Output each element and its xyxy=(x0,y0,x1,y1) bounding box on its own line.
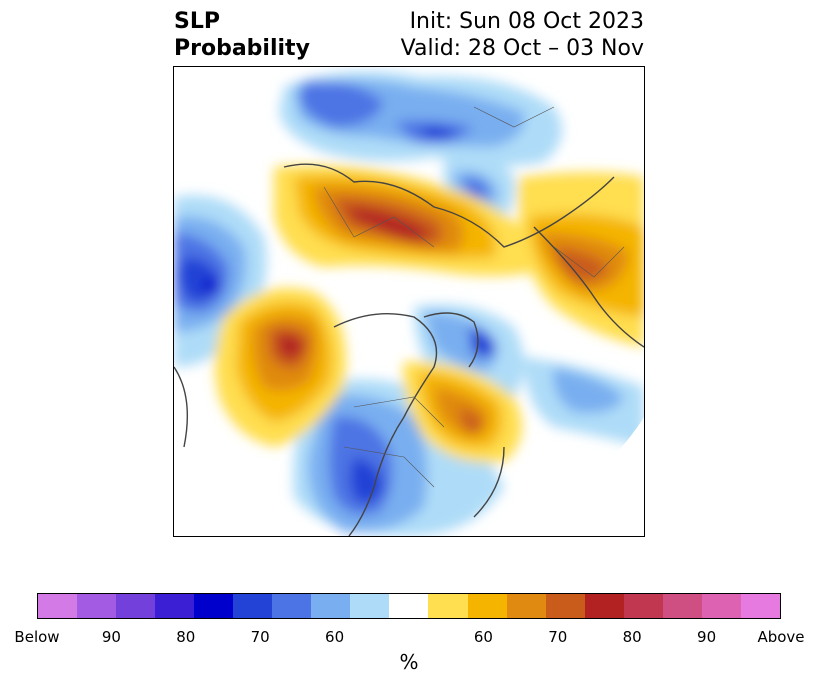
colorbar-tick-label: 60 xyxy=(325,628,345,646)
colorbar-segment xyxy=(38,594,78,618)
colorbar-segment xyxy=(233,594,273,618)
init-date: Init: Sun 08 Oct 2023 xyxy=(409,9,644,34)
country-borders xyxy=(323,106,625,488)
colorbar-segment xyxy=(116,594,156,618)
probability-field xyxy=(174,71,644,536)
chart-title-right: Init: Sun 08 Oct 2023 Valid: 28 Oct – 03… xyxy=(401,8,644,62)
colorbar-segment xyxy=(389,594,429,618)
colorbar-segment xyxy=(545,594,585,618)
chart-title-left: SLP Probability xyxy=(174,8,310,62)
colorbar-tick-label: 80 xyxy=(622,628,642,646)
colorbar-segment xyxy=(155,594,195,618)
colorbar-segment xyxy=(350,594,390,618)
colorbar-segment xyxy=(662,594,702,618)
title-probability: Probability xyxy=(174,36,310,61)
colorbar-unit: % xyxy=(399,650,419,674)
colorbar-segment xyxy=(506,594,546,618)
title-slp: SLP xyxy=(174,9,220,34)
colorbar-tick-label: Above xyxy=(757,628,805,646)
colorbar-segment xyxy=(584,594,624,618)
colorbar-segment xyxy=(428,594,468,618)
colorbar-segment xyxy=(467,594,507,618)
colorbar-tick-label: 90 xyxy=(697,628,717,646)
valid-range: Valid: 28 Oct – 03 Nov xyxy=(400,36,644,61)
colorbar-segment xyxy=(77,594,117,618)
colorbar xyxy=(37,593,781,619)
colorbar-tick-label: 70 xyxy=(250,628,270,646)
colorbar-tick-label: 80 xyxy=(176,628,196,646)
colorbar-tick-label: 70 xyxy=(548,628,568,646)
probability-map xyxy=(173,66,645,537)
colorbar-segment xyxy=(701,594,741,618)
colorbar-segment xyxy=(311,594,351,618)
map-svg xyxy=(174,71,644,536)
colorbar-tick-label: 60 xyxy=(473,628,493,646)
colorbar-segment xyxy=(623,594,663,618)
colorbar-segment xyxy=(740,594,780,618)
coastlines xyxy=(174,163,644,536)
colorbar-segment xyxy=(194,594,234,618)
colorbar-tick-label: 90 xyxy=(101,628,121,646)
colorbar-segment xyxy=(272,594,312,618)
colorbar-tick-label: Below xyxy=(14,628,60,646)
